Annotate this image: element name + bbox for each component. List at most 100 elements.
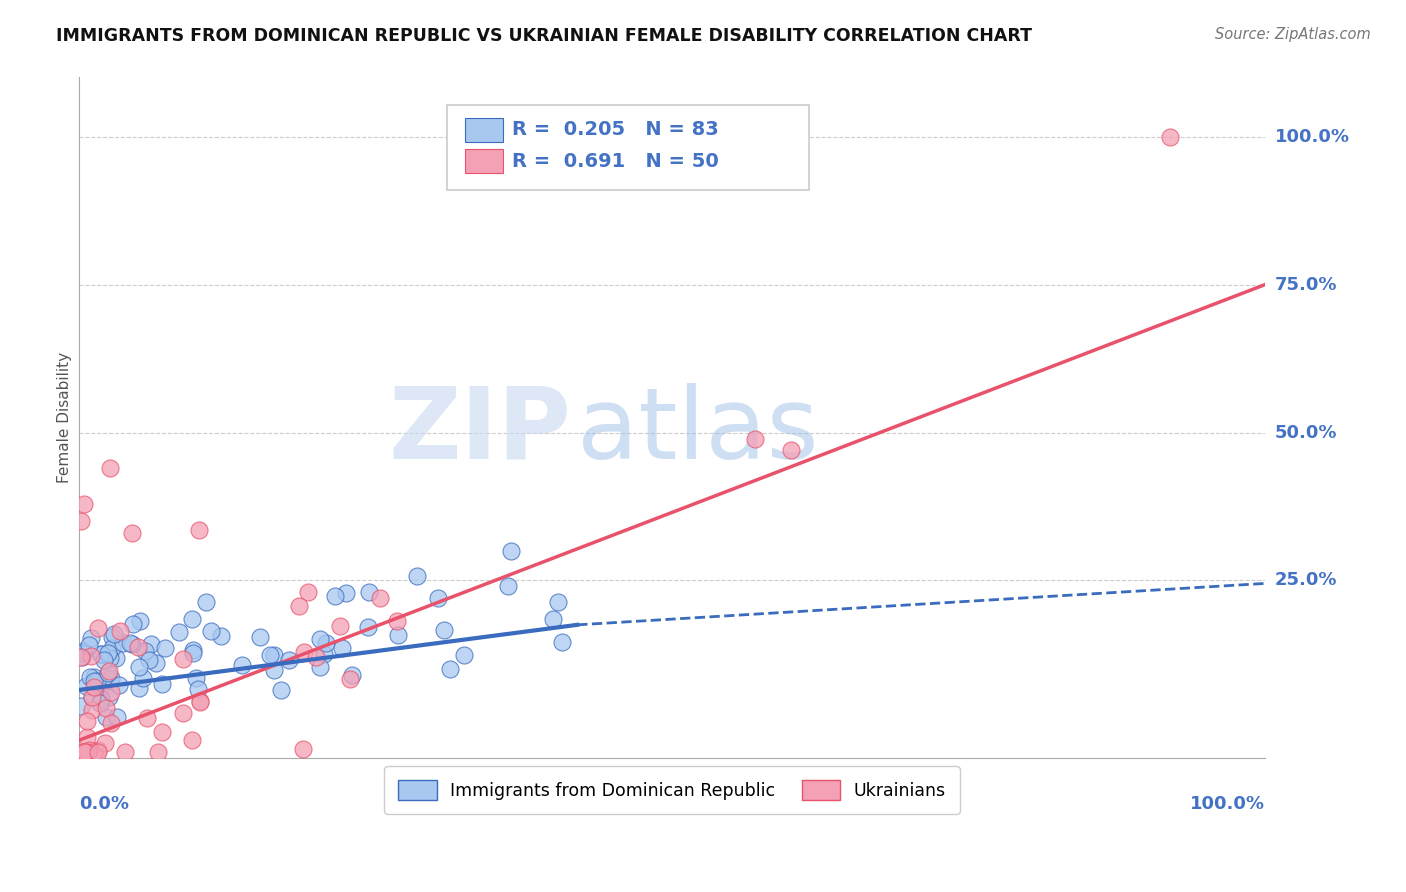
Point <box>108 624 131 638</box>
Point <box>90 679 112 693</box>
Point <box>122 617 145 632</box>
Point <box>231 658 253 673</box>
Point <box>93 653 115 667</box>
Point <box>118 636 141 650</box>
Point <box>292 645 315 659</box>
Point <box>87 742 110 756</box>
Text: ZIP: ZIP <box>388 383 571 480</box>
Point <box>70 514 93 528</box>
Point <box>97 664 120 678</box>
Point <box>89 696 111 710</box>
Point <box>139 636 162 650</box>
Point <box>72 646 94 660</box>
Point <box>90 647 112 661</box>
Point <box>146 745 169 759</box>
Point <box>150 677 173 691</box>
Point <box>136 711 159 725</box>
Point <box>155 641 177 656</box>
Point <box>309 632 332 646</box>
Point <box>97 646 120 660</box>
Point <box>292 742 315 756</box>
Y-axis label: Female Disability: Female Disability <box>58 352 72 483</box>
Point <box>329 619 352 633</box>
Point <box>249 630 271 644</box>
Point <box>172 652 194 666</box>
Point <box>73 496 96 510</box>
Point <box>323 589 346 603</box>
Point <box>263 664 285 678</box>
Point <box>72 644 94 658</box>
Point <box>181 642 204 657</box>
Point <box>83 680 105 694</box>
Point <box>75 679 97 693</box>
Point <box>108 678 131 692</box>
Point <box>98 651 121 665</box>
Point <box>288 599 311 614</box>
Point <box>121 526 143 541</box>
Text: 0.0%: 0.0% <box>79 796 129 814</box>
Point <box>172 706 194 721</box>
Point <box>72 649 94 664</box>
Point <box>121 637 143 651</box>
Point <box>100 671 122 685</box>
Point <box>180 612 202 626</box>
Point <box>551 635 574 649</box>
Point <box>167 625 190 640</box>
Point <box>100 461 122 475</box>
Point <box>77 638 100 652</box>
Point <box>184 671 207 685</box>
Point <box>433 623 456 637</box>
Point <box>339 672 361 686</box>
FancyBboxPatch shape <box>447 104 808 190</box>
Point <box>128 660 150 674</box>
Point <box>77 743 100 757</box>
Point <box>427 591 450 605</box>
Point <box>453 648 475 662</box>
Point <box>499 544 522 558</box>
Point <box>188 524 211 538</box>
Point <box>132 671 155 685</box>
Point <box>94 736 117 750</box>
Point <box>76 730 98 744</box>
Text: 50.0%: 50.0% <box>1275 424 1337 442</box>
Point <box>101 641 124 656</box>
Point <box>100 685 122 699</box>
Point <box>357 620 380 634</box>
Point <box>263 648 285 663</box>
Point <box>90 647 112 661</box>
Point <box>357 585 380 599</box>
Point <box>387 628 409 642</box>
Point <box>77 745 100 759</box>
Point <box>259 648 281 663</box>
Point <box>70 745 93 759</box>
Point <box>83 745 105 759</box>
Point <box>209 629 232 643</box>
Point <box>97 672 120 686</box>
Point <box>73 745 96 759</box>
Point <box>76 714 98 728</box>
Point <box>187 681 209 696</box>
Point <box>70 649 93 664</box>
Point <box>188 694 211 708</box>
Point <box>103 627 125 641</box>
Text: 100.0%: 100.0% <box>1275 128 1350 145</box>
Point <box>114 745 136 759</box>
Point <box>200 624 222 638</box>
Point <box>315 636 337 650</box>
Text: IMMIGRANTS FROM DOMINICAN REPUBLIC VS UKRAINIAN FEMALE DISABILITY CORRELATION CH: IMMIGRANTS FROM DOMINICAN REPUBLIC VS UK… <box>56 27 1032 45</box>
Point <box>439 662 461 676</box>
Point <box>181 646 204 660</box>
Point <box>80 690 103 704</box>
Point <box>309 660 332 674</box>
Point <box>1159 129 1181 144</box>
Point <box>80 690 103 705</box>
FancyBboxPatch shape <box>464 149 502 173</box>
Point <box>87 621 110 635</box>
Point <box>188 695 211 709</box>
Text: 100.0%: 100.0% <box>1189 796 1265 814</box>
Point <box>368 591 391 605</box>
Point <box>405 569 427 583</box>
Point <box>83 674 105 689</box>
Legend: Immigrants from Dominican Republic, Ukrainians: Immigrants from Dominican Republic, Ukra… <box>384 766 960 814</box>
Text: atlas: atlas <box>578 383 818 480</box>
